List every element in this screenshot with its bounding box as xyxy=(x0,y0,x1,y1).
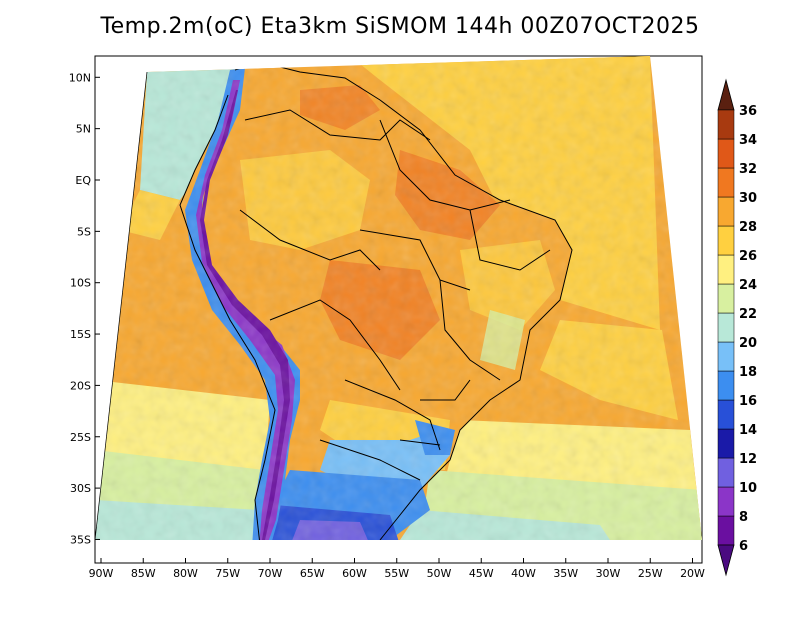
field-texture xyxy=(95,56,702,540)
lat-tick-label: 5N xyxy=(76,123,91,136)
lat-tick-label: 35S xyxy=(70,533,91,546)
lat-tick-label: 10S xyxy=(70,277,91,290)
colorbar-swatch xyxy=(717,428,735,459)
brazil-state-3 xyxy=(439,279,501,381)
lon-tick-label: 40W xyxy=(511,567,536,580)
lon-tick-label: 60W xyxy=(342,567,367,580)
lon-tick-label: 65W xyxy=(300,567,325,580)
colorbar-label: 36 xyxy=(739,104,757,119)
colorbar-swatch xyxy=(717,515,735,546)
lon-tick-label: 55W xyxy=(384,567,409,580)
colorbar-swatch xyxy=(717,254,735,285)
colorbar-label: 32 xyxy=(739,162,757,177)
brazil-state-6 xyxy=(399,439,441,446)
lon-tick-label: 50W xyxy=(427,567,452,580)
lon-tick-label: 85W xyxy=(131,567,156,580)
lon-tick-label: 75W xyxy=(215,567,240,580)
colorbar-swatch xyxy=(717,109,735,140)
colorbar-label: 28 xyxy=(739,220,757,235)
colorbar-label: 30 xyxy=(739,191,757,206)
lat-tick-label: 10N xyxy=(69,71,91,84)
colorbar-swatch xyxy=(717,283,735,314)
colorbar-swatch xyxy=(717,399,735,430)
lat-tick-label: 20S xyxy=(70,379,91,392)
colorbar-label: 18 xyxy=(739,365,757,380)
brazil-state-2 xyxy=(359,229,471,291)
colorbar-swatch xyxy=(717,225,735,256)
lon-tick-label: 20W xyxy=(680,567,705,580)
colorbar: 6 8 10 12 14 16 18 20 22 24 26 28 30 32 34 36 xyxy=(717,78,757,577)
colorbar-label: 8 xyxy=(739,510,748,525)
country-borders xyxy=(179,61,573,540)
colorbar-under-arrow xyxy=(717,544,735,577)
lat-tick-label: 25S xyxy=(70,431,91,444)
colorbar-swatch xyxy=(717,370,735,401)
colorbar-label: 6 xyxy=(739,539,748,554)
latitude-axis: 10N 5N EQ 5S 10S 15S 20S 25S 30S 35S xyxy=(69,71,100,546)
colorbar-label: 26 xyxy=(739,249,757,264)
map-title: Temp.2m(oC) Eta3km SiSMOM 144h 00Z07OCT2… xyxy=(100,14,700,39)
colorbar-label: 10 xyxy=(739,481,757,496)
bolivia-border xyxy=(269,299,401,391)
lat-tick-label: 15S xyxy=(70,328,91,341)
lon-tick-label: 70W xyxy=(258,567,283,580)
atlantic-coastline xyxy=(234,61,573,540)
lon-tick-label: 45W xyxy=(469,567,494,580)
colorbar-label: 22 xyxy=(739,307,757,322)
argentina-border xyxy=(319,439,421,481)
lon-tick-label: 80W xyxy=(173,567,198,580)
map-left-edge xyxy=(94,71,148,541)
colorbar-label: 34 xyxy=(739,133,757,148)
lon-tick-label: 90W xyxy=(89,567,114,580)
lon-tick-label: 25W xyxy=(638,567,663,580)
colorbar-swatch xyxy=(717,167,735,198)
colorbar-over-arrow xyxy=(717,78,735,111)
brazil-state-5 xyxy=(420,379,471,401)
lon-tick-label: 30W xyxy=(596,567,621,580)
paraguay-border xyxy=(344,379,441,451)
lat-tick-label: EQ xyxy=(75,174,91,187)
colorbar-swatch xyxy=(717,312,735,343)
colorbar-swatch xyxy=(717,138,735,169)
colorbar-label: 24 xyxy=(739,278,757,293)
lon-tick-label: 35W xyxy=(553,567,578,580)
temperature-field xyxy=(95,56,702,540)
lat-tick-label: 5S xyxy=(77,225,91,238)
peru-brazil-border xyxy=(239,209,381,271)
longitude-axis: 90W 85W 80W 75W 70W 65W 60W 55W 50W 45W 40W 35W 30W 2… xyxy=(89,558,705,580)
colorbar-label: 14 xyxy=(739,423,757,438)
brazil-state-1 xyxy=(379,119,511,211)
lat-tick-label: 30S xyxy=(70,482,91,495)
colorbar-swatch xyxy=(717,457,735,488)
brazil-state-4 xyxy=(469,209,551,271)
colorbar-swatch xyxy=(717,486,735,517)
colorbar-label: 20 xyxy=(739,336,757,351)
colorbar-swatch xyxy=(717,341,735,372)
colorbar-label: 12 xyxy=(739,452,757,467)
colorbar-label: 16 xyxy=(739,394,757,409)
colorbar-swatch xyxy=(717,196,735,227)
pacific-coastline xyxy=(179,94,276,540)
northern-border xyxy=(244,109,431,141)
